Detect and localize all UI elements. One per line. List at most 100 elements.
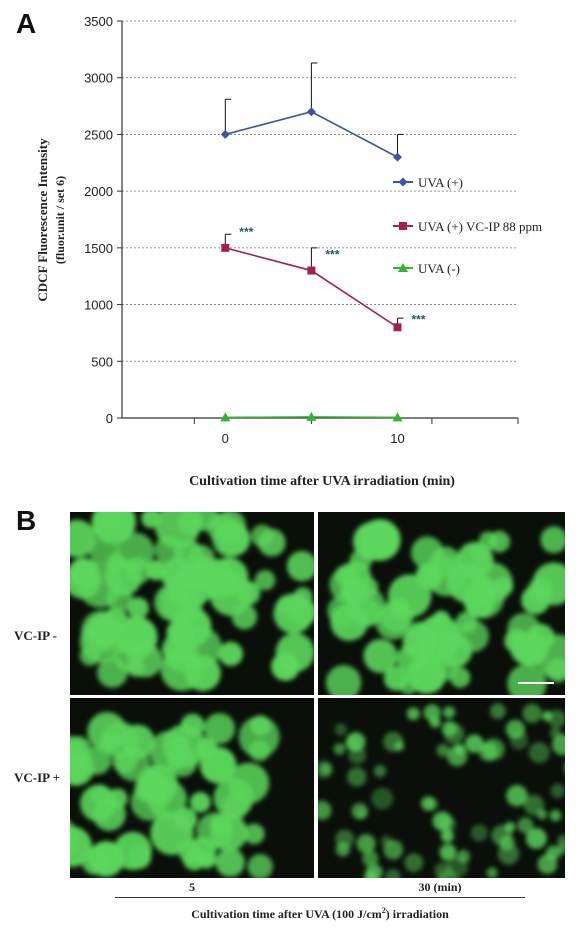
cell-blob [446, 745, 468, 767]
panel-b-label: B [16, 505, 37, 536]
cell-blob [87, 711, 127, 752]
cell-blob [488, 530, 511, 553]
panel-b-xlabel-sup: 2 [381, 906, 386, 915]
grid-lines [122, 20, 518, 362]
legend-item-0: UVA (+) [393, 175, 463, 190]
cell-blob [127, 642, 163, 678]
y-tick-label: 1500 [84, 241, 113, 256]
micrograph-vcip-plus-5min [70, 698, 314, 878]
y-tick-labels: 0 500 1000 1500 2000 2500 3000 3500 [84, 14, 113, 426]
y-tick-label: 2000 [84, 184, 113, 199]
cell-blob [211, 520, 249, 558]
legend-item-2: UVA (-) [393, 261, 460, 276]
y-tick-label: 500 [91, 354, 113, 369]
cell-blob [352, 521, 392, 561]
data-point [306, 411, 317, 421]
cell-blob [402, 625, 437, 660]
cell-blob [465, 734, 484, 753]
cell-blob [437, 633, 473, 668]
cell-blob [127, 597, 149, 619]
row-label-vcip-minus: VC-IP - [14, 628, 57, 643]
cell-blob [457, 849, 471, 863]
cell-blob [286, 551, 314, 582]
cell-blob [552, 734, 565, 756]
panel-a-label: A [16, 8, 37, 39]
cell-blob [159, 581, 204, 625]
y-tick-label: 0 [106, 411, 113, 426]
cell-blob [197, 849, 217, 869]
cell-blob [499, 834, 515, 851]
cell-blob [88, 841, 125, 877]
significance-label: *** [411, 312, 425, 326]
significance-label: *** [325, 248, 339, 262]
x-tick-label: 10 [390, 431, 404, 446]
cell-blob [196, 812, 234, 850]
cell-blob [486, 867, 498, 878]
panel-b-axis-line [115, 897, 525, 898]
legend-swatch-marker [398, 263, 408, 272]
col-label-30: 30 (min) [418, 880, 462, 894]
cell-blob [243, 823, 265, 845]
y-axis-unit: (fluor.unit / set 6) [53, 176, 67, 264]
cell-blob [254, 569, 276, 591]
y-tick-label: 3000 [84, 71, 113, 86]
data-point [306, 107, 316, 117]
legend-swatch-marker [399, 222, 407, 230]
series-1: *** *** *** [221, 225, 426, 332]
axes: 0 10 [117, 20, 519, 446]
x-tick-label: 0 [222, 431, 229, 446]
cell-blob [124, 557, 152, 585]
cell-blob [545, 658, 565, 683]
micrograph-vcip-plus-30min [318, 698, 565, 878]
cell-blob [441, 720, 458, 737]
cell-blob [449, 667, 471, 688]
cell-blob [247, 853, 273, 878]
cell-blob [345, 732, 366, 752]
cell-blob [482, 738, 505, 761]
y-tick-label: 1000 [84, 298, 113, 313]
cell-blob [248, 739, 271, 762]
cell-blob [137, 768, 169, 800]
data-point [392, 152, 402, 162]
series-2 [220, 411, 403, 422]
cell-blob [184, 655, 221, 692]
cell-blob [504, 629, 528, 653]
cell-blob [525, 827, 547, 849]
panel-b-xlabel-suffix: ) irradiation [385, 907, 449, 921]
cell-blob [195, 737, 218, 759]
series-0 [220, 62, 404, 162]
cell-blob [141, 512, 161, 529]
data-point [220, 129, 230, 139]
legend-swatch-marker [398, 177, 408, 187]
cell-blob [154, 535, 184, 565]
cell-blob [356, 808, 368, 820]
cell-blob [101, 512, 123, 530]
cell-blob [398, 676, 418, 695]
cell-blob [189, 791, 211, 813]
cell-blob [528, 742, 550, 764]
cell-blob [522, 703, 542, 723]
cell-blob [362, 850, 379, 867]
cell-blob [203, 712, 236, 745]
cell-blob [215, 847, 245, 878]
cell-blob [346, 767, 367, 787]
cell-blob [289, 598, 314, 626]
cell-blob [318, 800, 332, 821]
cell-blob [319, 763, 332, 776]
cell-blob [333, 743, 346, 755]
cell-blob [334, 723, 347, 736]
cell-blob [549, 727, 562, 739]
cell-blob [432, 811, 452, 831]
cell-blob [507, 663, 547, 695]
cell-blob [509, 731, 529, 750]
y-axis-title: CDCF Fluorescence Intensity [35, 138, 50, 302]
cell-blob [228, 762, 270, 804]
scale-bar [518, 682, 554, 684]
cell-blob [365, 864, 383, 878]
cell-blob [490, 703, 506, 720]
legend: UVA (+) UVA (+) VC-IP 88 ppm UVA (-) [393, 175, 542, 276]
cell-blob [330, 603, 369, 641]
cell-blob [506, 784, 528, 807]
cell-blob [388, 598, 410, 620]
